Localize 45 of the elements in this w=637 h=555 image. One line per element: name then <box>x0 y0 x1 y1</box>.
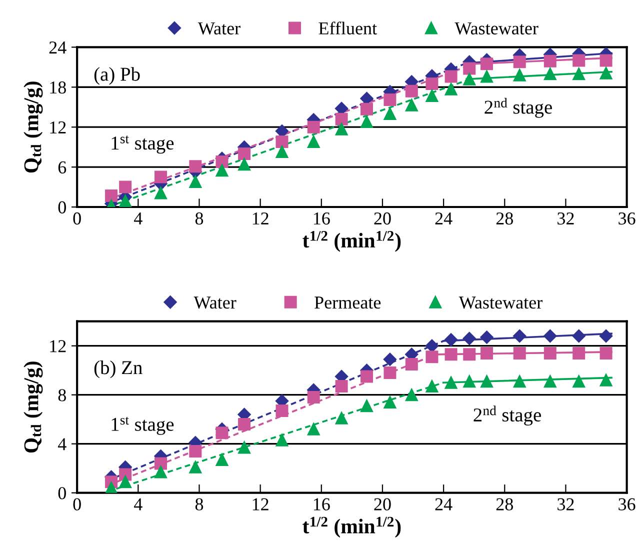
legend-label: Effluent <box>318 22 377 34</box>
annotation: (a) Pb <box>94 67 140 85</box>
x-tick-label: 32 <box>558 212 574 225</box>
y-axis-title: Q$_{td}$ (mg/g) <box>24 362 43 453</box>
x-tick-label: 24 <box>435 212 452 224</box>
x-tick-label: 20 <box>374 212 391 225</box>
legend-label: Wastewater <box>454 22 538 35</box>
y-tick-label: 0 <box>58 201 66 214</box>
x-tick-label: 28 <box>496 212 513 225</box>
y-tick-label: 6 <box>58 161 66 174</box>
x-tick-label: 12 <box>252 498 268 510</box>
annotation: 2$^{nd}$ stage <box>484 98 552 118</box>
y-axis-title: Q$_{td}$ (mg/g) <box>24 82 43 173</box>
x-tick-label: 16 <box>314 212 330 225</box>
x-tick-label: 12 <box>252 212 268 224</box>
y-tick-label: 8 <box>58 389 66 402</box>
x-tick-label: 0 <box>73 212 81 225</box>
annotation: 1$^{st}$ stage <box>112 136 174 154</box>
x-tick-label: 32 <box>558 498 574 510</box>
x-tick-label: 4 <box>134 212 142 224</box>
x-tick-label: 24 <box>435 498 452 510</box>
x-tick-label: 4 <box>134 498 142 510</box>
x-tick-label: 28 <box>496 498 513 510</box>
legend-label: Permeate <box>314 296 381 309</box>
x-tick-label: 16 <box>314 498 330 510</box>
y-tick-label: 0 <box>58 487 66 500</box>
legend-label: Water <box>194 296 236 309</box>
x-tick-label: 8 <box>195 212 204 225</box>
x-tick-label: 20 <box>374 498 391 510</box>
legend-label: Wastewater <box>458 296 542 309</box>
annotation: (b) Zn <box>94 360 142 378</box>
y-tick-label: 18 <box>50 81 66 94</box>
x-axis-title: t$^{1/2}$ (min$^{1/2}$) <box>302 231 401 252</box>
x-tick-label: 36 <box>618 212 636 225</box>
y-tick-label: 24 <box>49 41 66 54</box>
x-axis-title: t$^{1/2}$ (min$^{1/2}$) <box>302 516 401 538</box>
legend-label: Water <box>198 22 240 35</box>
x-tick-label: 36 <box>618 498 636 510</box>
y-tick-label: 12 <box>50 121 66 134</box>
y-tick-label: 4 <box>58 438 66 450</box>
annotation: 1$^{st}$ stage <box>112 416 174 435</box>
annotation: 2$^{nd}$ stage <box>474 406 541 426</box>
y-tick-label: 12 <box>50 340 66 352</box>
x-tick-label: 8 <box>195 498 204 510</box>
x-tick-label: 0 <box>73 498 81 510</box>
